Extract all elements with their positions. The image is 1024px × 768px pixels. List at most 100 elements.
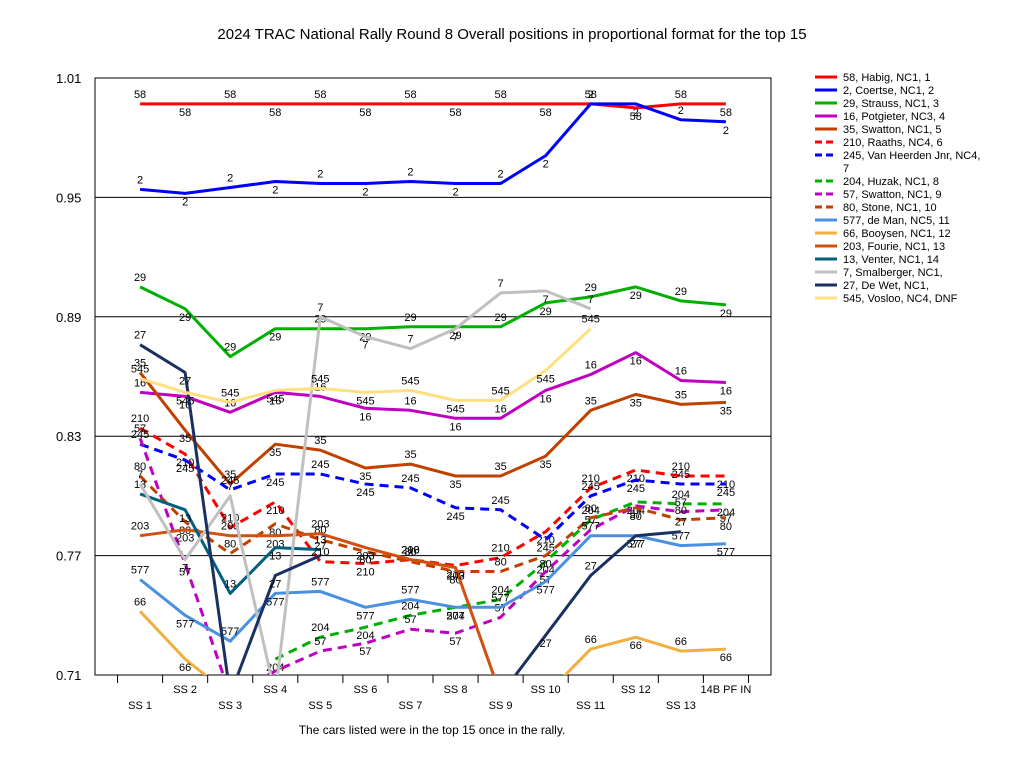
data-label: 58 xyxy=(720,107,732,119)
data-label: 210 xyxy=(672,461,690,473)
data-label: 35 xyxy=(134,358,146,370)
legend-entry: 57, Swatton, NC1, 9 xyxy=(843,189,941,201)
data-label: 80 xyxy=(134,461,146,473)
data-label: 80 xyxy=(494,557,506,569)
data-label: 210 xyxy=(176,457,194,469)
y-tick-label: 1.01 xyxy=(56,71,81,86)
data-label: 210 xyxy=(491,543,509,555)
data-label: 203 xyxy=(401,545,419,557)
data-label: 204 xyxy=(356,630,374,642)
data-label: 29 xyxy=(494,312,506,324)
legend-entry: 16, Potgieter, NC3, 4 xyxy=(843,111,945,123)
data-label: 29 xyxy=(404,312,416,324)
data-label: 57 xyxy=(314,636,326,648)
data-label: 2 xyxy=(678,105,684,117)
data-label: 27 xyxy=(585,561,597,573)
series-segment xyxy=(139,528,496,675)
legend-entry: 204, Huzak, NC1, 8 xyxy=(843,176,939,188)
data-label: 58 xyxy=(449,107,461,119)
data-label: 7 xyxy=(452,332,458,344)
data-label: 2 xyxy=(723,125,729,137)
data-label: 7 xyxy=(588,294,594,306)
data-label: 35 xyxy=(494,461,506,473)
data-label: 210 xyxy=(717,479,735,491)
data-label: 29 xyxy=(179,312,191,324)
data-label: 7 xyxy=(543,294,549,306)
series-line: 7 7 7 7 7 7 7 7 7 7 xyxy=(137,278,594,675)
data-label: 577 xyxy=(401,584,419,596)
data-label: 245 xyxy=(266,477,284,489)
data-label: 7 xyxy=(137,469,143,481)
data-label: 80 xyxy=(675,505,687,517)
data-label: 16 xyxy=(269,395,281,407)
data-label: 7 xyxy=(362,340,368,352)
data-label: 27 xyxy=(179,376,191,388)
legend-entry: 210, Raaths, NC4, 6 xyxy=(843,137,943,149)
data-label: 35 xyxy=(630,397,642,409)
data-label: 66 xyxy=(720,652,732,664)
x-tick-label: SS 12 xyxy=(621,684,651,696)
x-tick-label: SS 13 xyxy=(666,700,696,712)
data-label: 57 xyxy=(449,636,461,648)
data-label: 7 xyxy=(498,278,504,290)
series-segment xyxy=(139,534,726,643)
data-label: 210 xyxy=(266,505,284,517)
data-label: 210 xyxy=(582,473,600,485)
chart-title: 2024 TRAC National Rally Round 8 Overall… xyxy=(217,26,806,43)
data-label: 58 xyxy=(179,107,191,119)
series-segment xyxy=(139,492,321,595)
data-label: 245 xyxy=(536,543,554,555)
data-label: 2 xyxy=(137,174,143,186)
data-label: 7 xyxy=(227,481,233,493)
legend-entry: 58, Habig, NC1, 1 xyxy=(843,72,930,84)
x-tick-label: SS 3 xyxy=(218,700,242,712)
series-line: 2 2 2 2 2 2 2 2 2 2 2 2 2 2 xyxy=(137,89,729,209)
x-axis: SS 1 SS 2 SS 3 SS 4 SS 5 SS 6 SS 7 SS 8 SS 9 SS 1… xyxy=(128,684,751,712)
data-label: 27 xyxy=(675,517,687,529)
data-label: 35 xyxy=(720,405,732,417)
data-label: 2 xyxy=(498,168,504,180)
series-line: 35 35 35 35 35 35 35 35 35 35 35 35 35 35 xyxy=(134,358,732,491)
data-label: 35 xyxy=(359,471,371,483)
y-tick-label: 0.71 xyxy=(56,668,81,683)
data-label: 7 xyxy=(182,563,188,575)
data-label: 80 xyxy=(540,559,552,571)
data-label: 27 xyxy=(314,541,326,553)
data-label: 58 xyxy=(269,107,281,119)
data-label: 16 xyxy=(720,385,732,397)
data-label: 16 xyxy=(494,403,506,415)
data-label: 2 xyxy=(317,168,323,180)
data-label: 245 xyxy=(582,481,600,493)
legend-entry: 545, Vosloo, NC4, DNF xyxy=(843,293,958,305)
data-label: 245 xyxy=(401,473,419,485)
data-label: 7 xyxy=(317,302,323,314)
data-label: 58 xyxy=(540,107,552,119)
legend-entry: 2, Coertse, NC1, 2 xyxy=(843,85,934,97)
data-label: 245 xyxy=(221,475,239,487)
series-segment xyxy=(138,437,726,675)
x-tick-label: SS 7 xyxy=(399,700,423,712)
x-tick-label: SS 1 xyxy=(128,700,152,712)
data-label: 35 xyxy=(314,435,326,447)
data-label: 245 xyxy=(717,487,735,499)
data-label: 80 xyxy=(720,521,732,533)
x-tick-label: SS 6 xyxy=(353,684,377,696)
series-line: 545 545 545 545 545 545 545 545 545 545 545 xyxy=(131,314,600,416)
data-label: 210 xyxy=(401,545,419,557)
data-label: 2 xyxy=(272,184,278,196)
legend-entry: 27, De Wet, NC1, xyxy=(843,280,929,292)
data-label: 545 xyxy=(266,393,284,405)
data-label: 29 xyxy=(134,272,146,284)
data-label: 57 xyxy=(179,567,191,579)
data-label: 80 xyxy=(404,547,416,559)
data-label: 245 xyxy=(491,495,509,507)
data-label: 66 xyxy=(675,636,687,648)
data-label: 2 xyxy=(407,166,413,178)
series-line: 58 58 58 58 58 58 58 58 58 58 58 58 58 58 xyxy=(134,89,732,123)
data-label: 57 xyxy=(134,423,146,435)
data-label: 577 xyxy=(446,610,464,622)
data-label: 80 xyxy=(585,503,597,515)
